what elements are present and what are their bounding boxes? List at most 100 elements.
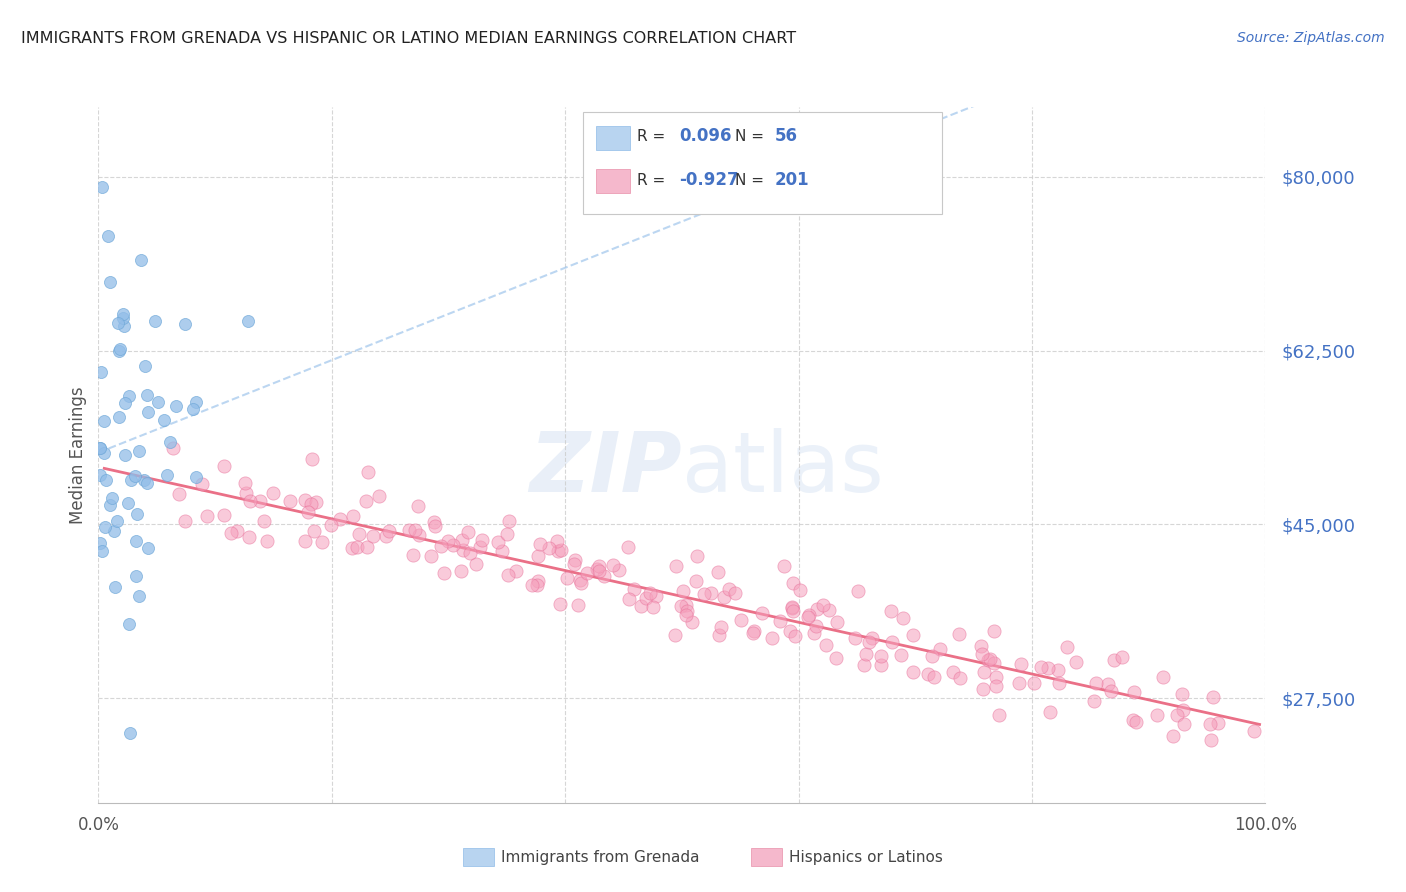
Point — [321, 518, 343, 533]
Point — [1243, 724, 1265, 739]
Point — [128, 444, 150, 458]
Text: atlas: atlas — [682, 428, 883, 509]
Point — [520, 578, 543, 592]
Point — [526, 578, 548, 592]
Point — [1097, 676, 1119, 690]
Point — [278, 494, 301, 508]
Point — [165, 400, 187, 414]
Point — [437, 533, 460, 548]
Point — [451, 542, 474, 557]
Point — [219, 526, 242, 541]
Point — [1022, 676, 1045, 690]
Point — [1111, 650, 1133, 665]
Point — [769, 614, 792, 628]
Point — [496, 527, 519, 541]
Text: -0.927: -0.927 — [679, 171, 738, 189]
Point — [181, 401, 204, 416]
Point — [97, 229, 120, 244]
Point — [707, 566, 730, 580]
Point — [256, 533, 278, 548]
Point — [471, 533, 494, 547]
Point — [101, 491, 124, 505]
Point — [804, 619, 827, 633]
Point — [588, 559, 610, 574]
Point — [450, 564, 472, 578]
Point — [143, 314, 166, 328]
Point — [136, 541, 159, 556]
Point — [404, 524, 426, 538]
Point — [136, 405, 159, 419]
Point — [984, 680, 1007, 694]
Point — [1173, 717, 1195, 731]
Point — [616, 540, 638, 554]
Point — [464, 557, 486, 571]
Point — [433, 566, 456, 580]
Point — [949, 671, 972, 685]
Point — [135, 387, 157, 401]
Point — [567, 598, 589, 612]
Point — [675, 607, 697, 622]
Point — [880, 635, 903, 649]
Point — [89, 536, 111, 550]
Point — [235, 486, 257, 500]
Point — [425, 519, 447, 533]
Point — [89, 442, 111, 456]
Point — [120, 473, 142, 487]
Point — [423, 516, 446, 530]
Point — [593, 569, 616, 583]
Point — [700, 586, 723, 600]
Point — [249, 493, 271, 508]
Point — [89, 441, 111, 455]
Point — [90, 179, 112, 194]
Point — [107, 317, 129, 331]
Point — [602, 558, 624, 573]
Point — [301, 452, 323, 467]
Point — [94, 473, 117, 487]
Point — [817, 603, 839, 617]
Point — [1199, 717, 1222, 731]
Point — [555, 571, 578, 585]
Point — [118, 616, 141, 631]
Point — [118, 726, 141, 740]
Point — [636, 591, 658, 605]
Point — [342, 508, 364, 523]
Point — [153, 413, 176, 427]
Point — [977, 653, 1000, 667]
Point — [124, 469, 146, 483]
Point — [159, 434, 181, 449]
Text: IMMIGRANTS FROM GRENADA VS HISPANIC OR LATINO MEDIAN EARNINGS CORRELATION CHART: IMMIGRANTS FROM GRENADA VS HISPANIC OR L… — [21, 31, 796, 46]
Point — [529, 536, 551, 550]
Text: 56: 56 — [775, 128, 797, 145]
Point — [346, 540, 368, 554]
Point — [1029, 660, 1052, 674]
Point — [827, 615, 849, 630]
Point — [195, 508, 218, 523]
Point — [917, 667, 939, 681]
Point — [638, 586, 661, 600]
Point — [134, 359, 156, 374]
Point — [681, 615, 703, 629]
Point — [713, 591, 735, 605]
Point — [174, 317, 197, 331]
Point — [630, 599, 652, 613]
Point — [125, 533, 148, 548]
Point — [340, 541, 363, 555]
Point — [110, 342, 132, 356]
Point — [972, 681, 994, 696]
Point — [1010, 657, 1032, 672]
Point — [672, 583, 695, 598]
Point — [408, 527, 430, 541]
Point — [1084, 676, 1107, 690]
Point — [983, 624, 1005, 639]
Point — [262, 485, 284, 500]
Point — [538, 541, 561, 555]
Point — [880, 603, 903, 617]
Point — [114, 448, 136, 462]
Point — [970, 639, 993, 653]
Point — [1163, 730, 1185, 744]
Point — [361, 529, 384, 543]
Point — [430, 539, 453, 553]
Point — [782, 576, 804, 591]
Point — [806, 602, 828, 616]
Point — [710, 619, 733, 633]
